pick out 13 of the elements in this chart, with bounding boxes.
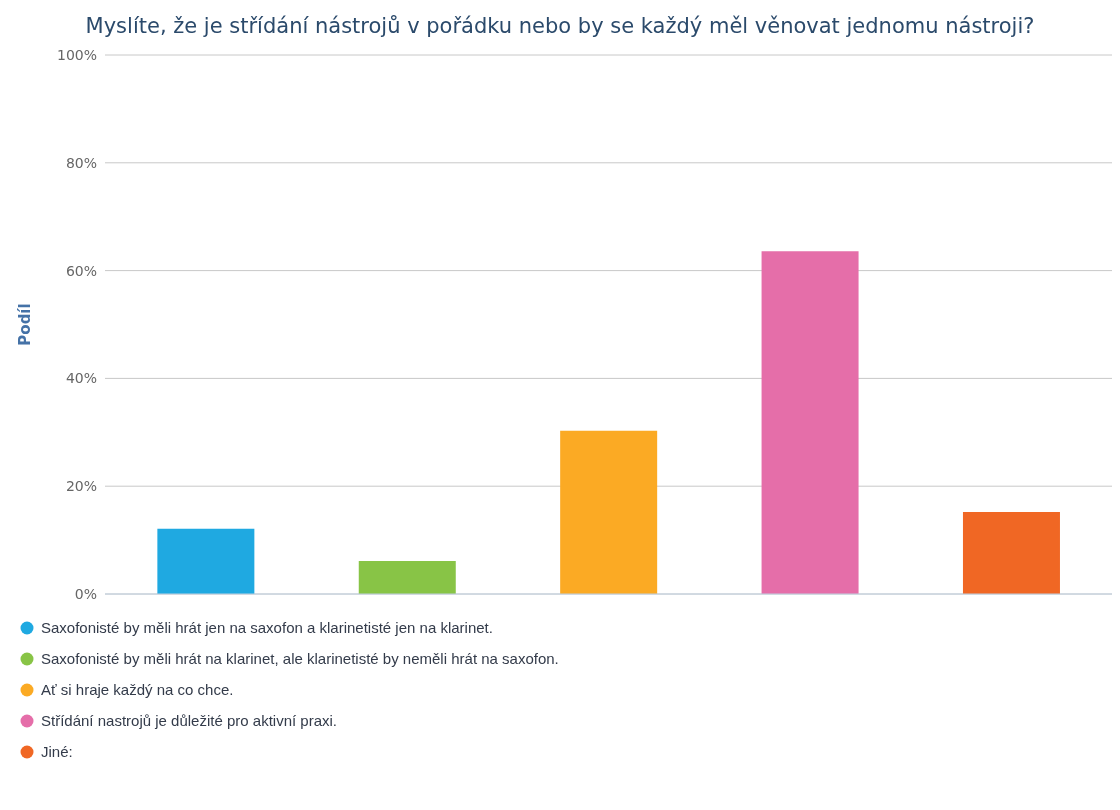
y-tick-label: 20%	[65, 478, 97, 495]
y-axis-title: Podíl	[16, 303, 34, 346]
y-tick-label: 0%	[74, 585, 97, 602]
legend-label: Střídání nastrojů je důležité pro aktivní praxi.	[41, 712, 337, 729]
legend-label: Ať si hraje každý na co chce.	[41, 681, 234, 698]
legend-label: Saxofonisté by měli hrát jen na saxofon a klarinetisté jen na klarinet.	[41, 619, 493, 636]
y-tick-label: 40%	[65, 370, 97, 387]
y-tick-label: 80%	[65, 154, 97, 171]
y-tick-label: 100%	[56, 46, 97, 63]
y-tick-label: 60%	[65, 262, 97, 279]
legend-label: Saxofonisté by měli hrát na klarinet, ale klarinetisté by neměli hrát na saxofon.	[41, 650, 559, 667]
chart-title: Myslíte, že je střídání nástrojů v pořádku nebo by se každý měl věnovat jednomu nástroji?	[84, 13, 1036, 40]
legend-label: Jiné:	[41, 743, 73, 760]
